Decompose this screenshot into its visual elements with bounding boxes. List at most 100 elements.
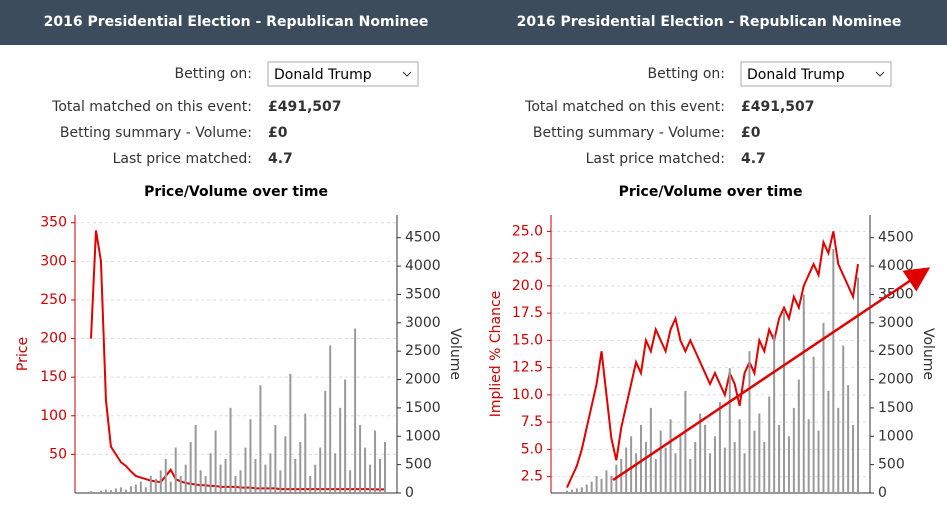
y-tick-label: 2.5 — [521, 469, 543, 485]
y2-tick-label: 4500 — [405, 230, 441, 246]
y2-tick-label: 1000 — [405, 428, 441, 444]
volume-bar — [723, 447, 726, 493]
header-bar — [0, 0, 947, 45]
volume-bar — [728, 368, 731, 493]
volume-bar — [254, 458, 257, 493]
volume-bar — [244, 447, 247, 493]
volume-bar — [704, 424, 707, 493]
volume-bar — [189, 441, 192, 493]
volume-bar — [384, 441, 386, 493]
volume-bar — [354, 328, 357, 493]
volume-bar — [773, 334, 776, 493]
volume-bar — [324, 390, 327, 493]
y-tick-label: 15.0 — [512, 332, 543, 348]
axis-label: Volume — [447, 328, 463, 380]
volume-bar — [802, 294, 805, 493]
price-line — [566, 231, 859, 488]
volume-bar — [209, 453, 212, 493]
y2-tick-label: 1500 — [405, 400, 441, 416]
volume-bar — [659, 430, 662, 493]
select-chevron — [875, 71, 885, 77]
volume-bar — [605, 470, 608, 493]
volume-bar — [314, 464, 317, 493]
field-value: 4.7 — [741, 151, 766, 167]
volume-bar — [738, 419, 741, 493]
volume-bar — [842, 345, 845, 493]
volume-bar — [234, 475, 237, 493]
volume-bar — [159, 470, 162, 493]
volume-bar — [319, 447, 322, 493]
field-value: 4.7 — [268, 151, 293, 167]
volume-bar — [753, 430, 756, 493]
volume-bar — [768, 396, 771, 493]
volume-bar — [812, 356, 815, 493]
volume-bar — [199, 470, 202, 493]
volume-bar — [229, 407, 232, 493]
select-box[interactable] — [740, 61, 892, 87]
y2-tick-label: 500 — [878, 457, 905, 473]
y-tick-label: 250 — [40, 292, 67, 308]
volume-bar — [852, 424, 855, 493]
volume-bar — [610, 475, 613, 493]
select-box[interactable] — [267, 61, 419, 87]
volume-bar — [344, 379, 347, 493]
volume-bar — [630, 436, 633, 493]
volume-bar — [304, 413, 307, 493]
volume-bar — [664, 447, 667, 493]
y-tick-label: 100 — [40, 408, 67, 424]
volume-bar — [174, 447, 177, 493]
volume-bar — [817, 430, 820, 493]
volume-bar — [575, 488, 578, 493]
volume-bar — [758, 413, 761, 493]
volume-bar — [595, 475, 598, 493]
volume-bar — [694, 441, 697, 493]
axis-label: Implied % Chance — [488, 291, 504, 418]
volume-bar — [807, 419, 810, 493]
y2-tick-label: 0 — [405, 485, 414, 501]
y-tick-label: 50 — [49, 446, 67, 462]
volume-bar — [129, 486, 132, 493]
field-value: £0 — [741, 125, 761, 141]
volume-bar — [699, 413, 702, 493]
volume-bar — [329, 345, 332, 493]
volume-bar — [204, 475, 207, 493]
volume-bar — [239, 470, 242, 493]
volume-bar — [339, 407, 342, 493]
volume-bar — [274, 424, 277, 493]
volume-bar — [639, 424, 642, 493]
y2-tick-label: 500 — [405, 457, 432, 473]
trend-arrow — [612, 267, 931, 482]
volume-bar — [778, 424, 781, 493]
volume-bar — [269, 453, 272, 493]
volume-bar — [99, 490, 102, 493]
volume-bar — [649, 407, 652, 493]
y2-tick-label: 2500 — [878, 343, 914, 359]
y2-tick-label: 2000 — [878, 372, 914, 388]
volume-bar — [194, 424, 197, 493]
y2-tick-label: 1000 — [878, 428, 914, 444]
y-tick-label: 17.5 — [512, 305, 543, 321]
field-label: Last price matched: — [113, 151, 252, 167]
y-tick-label: 150 — [40, 369, 67, 385]
volume-bar — [797, 379, 800, 493]
y2-tick-label: 4000 — [878, 258, 914, 274]
axis-label: Price — [15, 337, 31, 371]
y-tick-label: 350 — [40, 215, 67, 231]
field-value: £491,507 — [741, 99, 815, 115]
select-value[interactable]: Donald Trump — [747, 67, 845, 83]
volume-bar — [857, 277, 859, 493]
y2-tick-label: 4000 — [405, 258, 441, 274]
volume-bar — [689, 458, 692, 493]
select-value[interactable]: Donald Trump — [274, 67, 372, 83]
volume-bar — [154, 478, 157, 493]
volume-bar — [733, 441, 736, 493]
volume-bar — [249, 419, 252, 493]
volume-bar — [144, 487, 147, 493]
volume-bar — [334, 453, 337, 493]
volume-bar — [349, 470, 352, 493]
axis-label: Volume — [920, 328, 936, 380]
y-tick-label: 300 — [40, 253, 67, 269]
y-tick-label: 7.5 — [521, 414, 543, 430]
volume-bar — [369, 464, 372, 493]
